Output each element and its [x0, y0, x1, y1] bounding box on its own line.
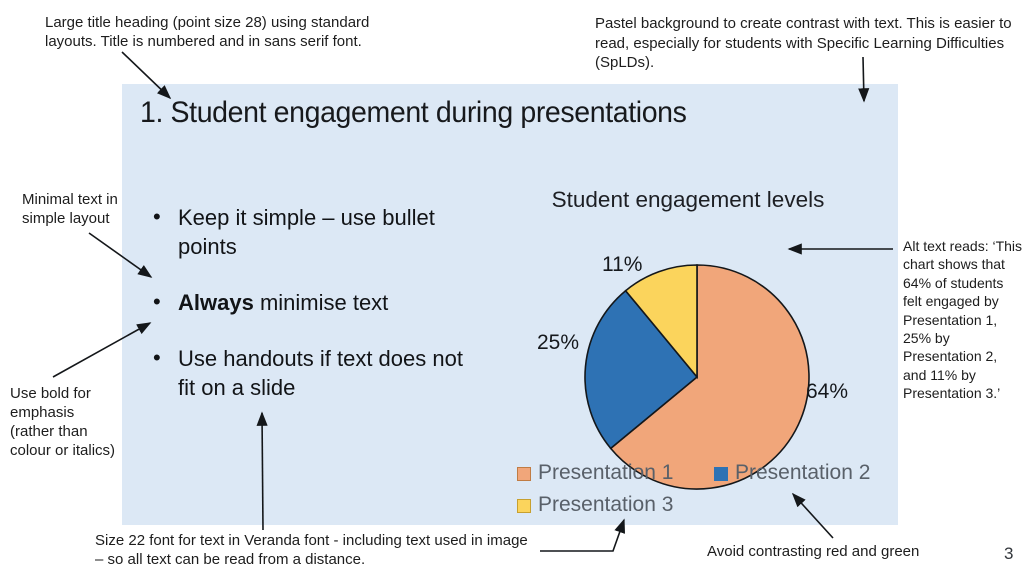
legend-swatch-presentation-2	[714, 467, 728, 481]
annotation-alt-text: Alt text reads: ‘This chart shows that 6…	[903, 238, 1023, 402]
bullet-list: Keep it simple – use bullet points Alway…	[146, 202, 476, 429]
legend-label-presentation-1: Presentation 1	[538, 461, 674, 484]
slide-title: 1. Student engagement during presentatio…	[140, 96, 687, 129]
page-number: 3	[1004, 544, 1014, 563]
bullet-item: Keep it simple – use bullet points	[146, 202, 476, 261]
bullet-item: Use handouts if text does not fit on a s…	[146, 343, 476, 402]
pie-slice-presentation-2	[584, 289, 699, 450]
pie-slice-presentation-1	[609, 264, 810, 490]
pie-slice-presentation-3	[624, 264, 698, 380]
annotation-title-heading: Large title heading (point size 28) usin…	[45, 14, 370, 50]
pie-chart	[584, 264, 810, 490]
chart-title: Student engagement levels	[551, 187, 825, 212]
pie-label-presentation-3: 11%	[602, 253, 643, 276]
legend-label-presentation-2: Presentation 2	[735, 461, 871, 484]
annotation-red-green: Avoid contrasting red and green	[707, 543, 920, 560]
legend-swatch-presentation-3	[517, 499, 531, 513]
annotation-pastel-background: Pastel background to create contrast wit…	[595, 15, 1012, 71]
pie-label-presentation-1: 64%	[806, 380, 849, 403]
annotation-minimal-text: Minimal text in simple layout	[22, 191, 118, 227]
legend-label-presentation-3: Presentation 3	[538, 493, 674, 516]
pie-label-presentation-2: 25%	[537, 331, 580, 354]
bullet-item: Always minimise text	[146, 287, 476, 317]
legend-swatch-presentation-1	[517, 467, 531, 481]
annotation-use-bold: Use bold for emphasis (rather than colou…	[10, 385, 116, 459]
annotation-font-size: Size 22 font for text in Veranda font - …	[95, 532, 528, 568]
